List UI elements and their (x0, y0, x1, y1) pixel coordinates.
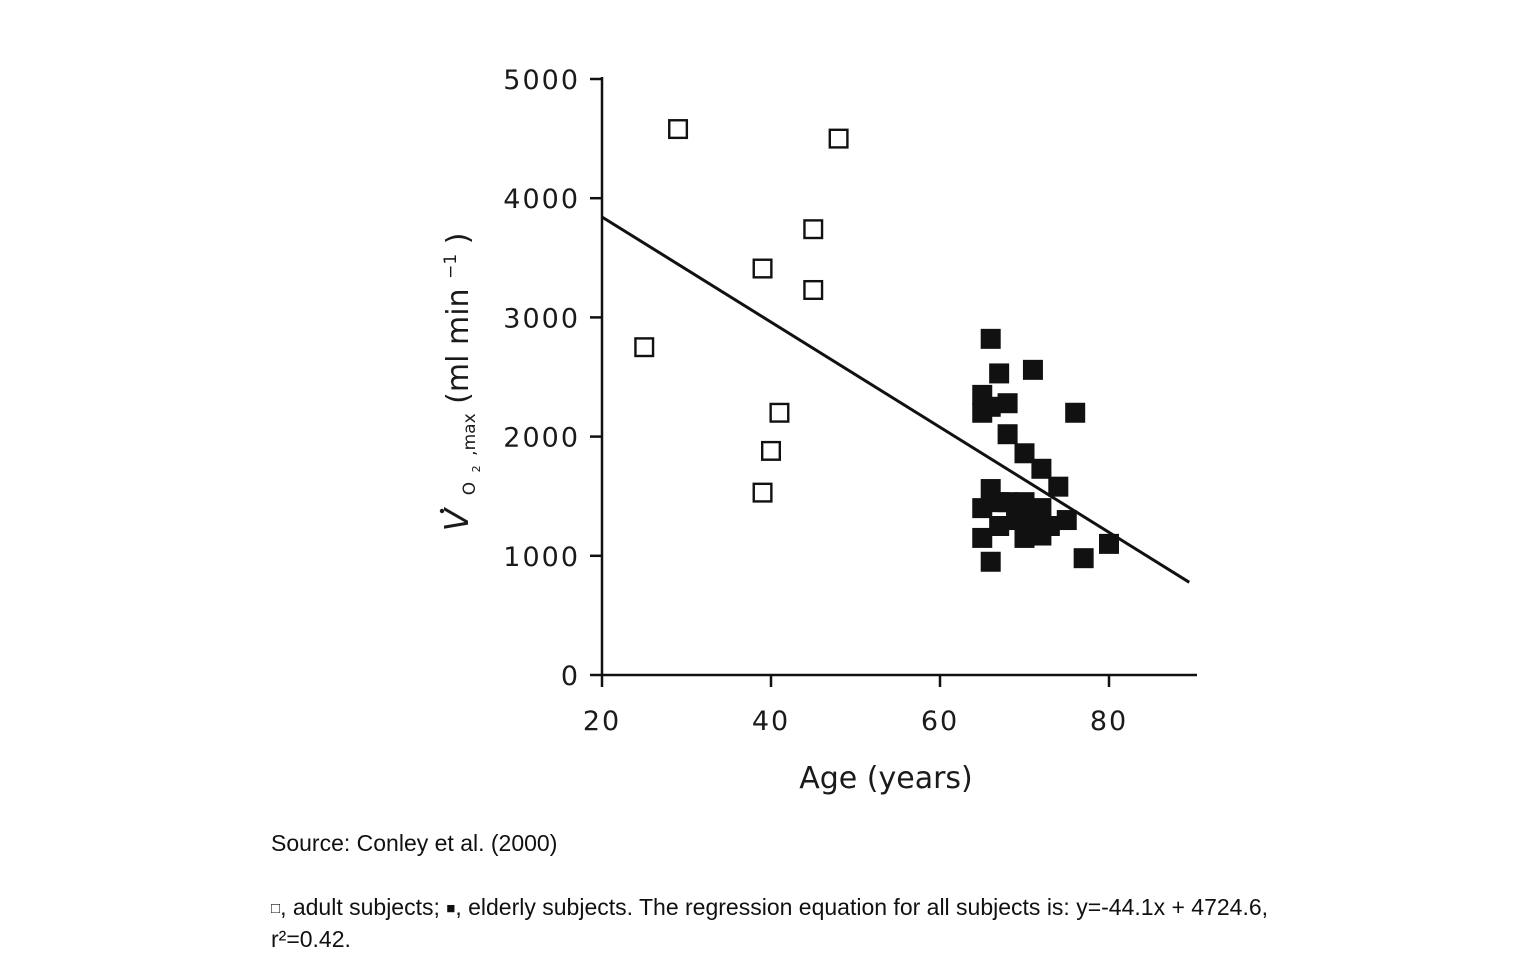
elderly-marker-icon: ■ (446, 900, 456, 917)
x-tick-label: 20 (583, 706, 621, 737)
elderly-point (1073, 548, 1094, 569)
y-tick-label: 3000 (503, 303, 580, 334)
adult-point (752, 258, 773, 279)
elderly-point (972, 498, 993, 519)
y-tick-label: 5000 (503, 65, 580, 96)
adult-point (761, 440, 782, 461)
y-tick-label: 2000 (503, 423, 580, 454)
elderly-point (1006, 510, 1027, 531)
elderly-point (1099, 533, 1119, 554)
elderly-caption-text: , elderly subjects. The regression equat… (271, 894, 1269, 952)
elderly-point (989, 516, 1010, 536)
elderly-point (980, 328, 1001, 349)
adult-point (828, 128, 849, 149)
y-axis-title-sub-o: O (460, 482, 480, 495)
x-axis-title: Age (years) (799, 761, 973, 796)
regression-line (601, 215, 1191, 584)
y-axis-title-sub-max: ,max (460, 413, 480, 455)
elderly-point (1014, 443, 1035, 464)
x-ticks: 20 40 60 80 (583, 675, 1128, 737)
x-tick-label: 60 (921, 706, 959, 737)
adult-point (668, 119, 689, 140)
y-tick-label: 4000 (503, 184, 580, 215)
elderly-point (997, 393, 1018, 414)
adult-marker-icon: □ (271, 900, 281, 917)
adult-point (752, 482, 773, 503)
y-axis-title: V O 2 ,max (ml min −1 ) (429, 233, 488, 532)
adult-point (769, 402, 790, 423)
adult-caption-text: , adult subjects; (280, 894, 447, 920)
x-tick-label: 80 (1090, 706, 1128, 737)
adult-point (634, 337, 655, 358)
y-ticks: 0 1000 2000 3000 4000 5000 (503, 65, 602, 692)
elderly-point (1039, 516, 1060, 536)
elderly-point (1022, 359, 1043, 380)
regression-group (601, 215, 1191, 584)
elderly-point (1065, 402, 1086, 423)
elderly-point (1031, 458, 1052, 479)
elderly-point (997, 424, 1018, 445)
elderly-point (1048, 476, 1069, 497)
y-axis-title-units-close: ) (441, 233, 476, 245)
y-axis-title-overdot (439, 508, 445, 514)
data-points (634, 119, 1119, 572)
x-tick-label: 40 (752, 706, 790, 737)
elderly-point (1031, 498, 1052, 519)
elderly-point (1056, 510, 1077, 531)
elderly-point (989, 363, 1010, 384)
y-axis-title-units-exp: −1 (441, 254, 461, 279)
elderly-point (997, 492, 1018, 513)
adult-point (803, 279, 824, 300)
elderly-point (972, 527, 993, 548)
y-axis-title-units: (ml min (441, 288, 476, 403)
elderly-point (980, 396, 1001, 417)
y-axis-title-sub-2: 2 (470, 465, 483, 472)
axes (600, 77, 1197, 677)
scatter-chart: 0 1000 2000 3000 4000 5000 20 40 60 80 Age (year… (429, 65, 1197, 796)
elderly-point (980, 551, 1001, 572)
legend-caption: □, adult subjects; ■, elderly subjects. … (271, 892, 1281, 955)
source-caption: Source: Conley et al. (2000) (271, 830, 558, 856)
y-tick-label: 1000 (503, 542, 580, 573)
adult-point (803, 219, 824, 240)
y-tick-label: 0 (561, 661, 580, 692)
